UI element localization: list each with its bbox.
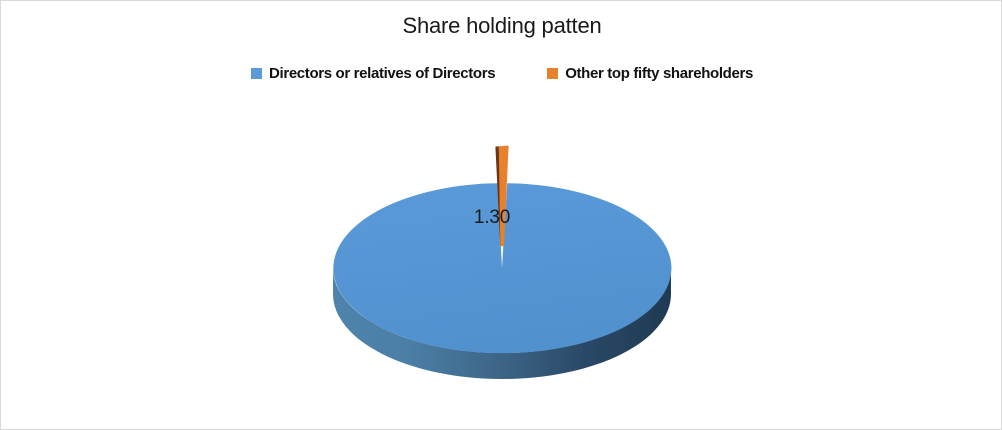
chart-title: Share holding patten [402,13,602,38]
pie-slice-directors[interactable] [333,183,672,354]
legend-label-directors: Directors or relatives of Directors [269,65,496,82]
legend-item-directors[interactable]: Directors or relatives of Directors [251,65,496,82]
legend-swatch-directors-icon [251,68,263,79]
plot-area: 1.30 98.70 [1,97,1001,427]
legend-item-other[interactable]: Other top fifty shareholders [547,65,753,82]
pie-slice-directors-3d-wall [333,268,671,379]
pie-chart-graphic [333,145,672,379]
legend-swatch-other-icon [547,68,559,79]
data-label-other: 1.30 [473,207,511,228]
pie-slice-other[interactable] [498,145,509,247]
legend-label-other: Other top fifty shareholders [565,65,753,82]
chart-legend: Directors or relatives of Directors Othe… [1,65,1001,82]
